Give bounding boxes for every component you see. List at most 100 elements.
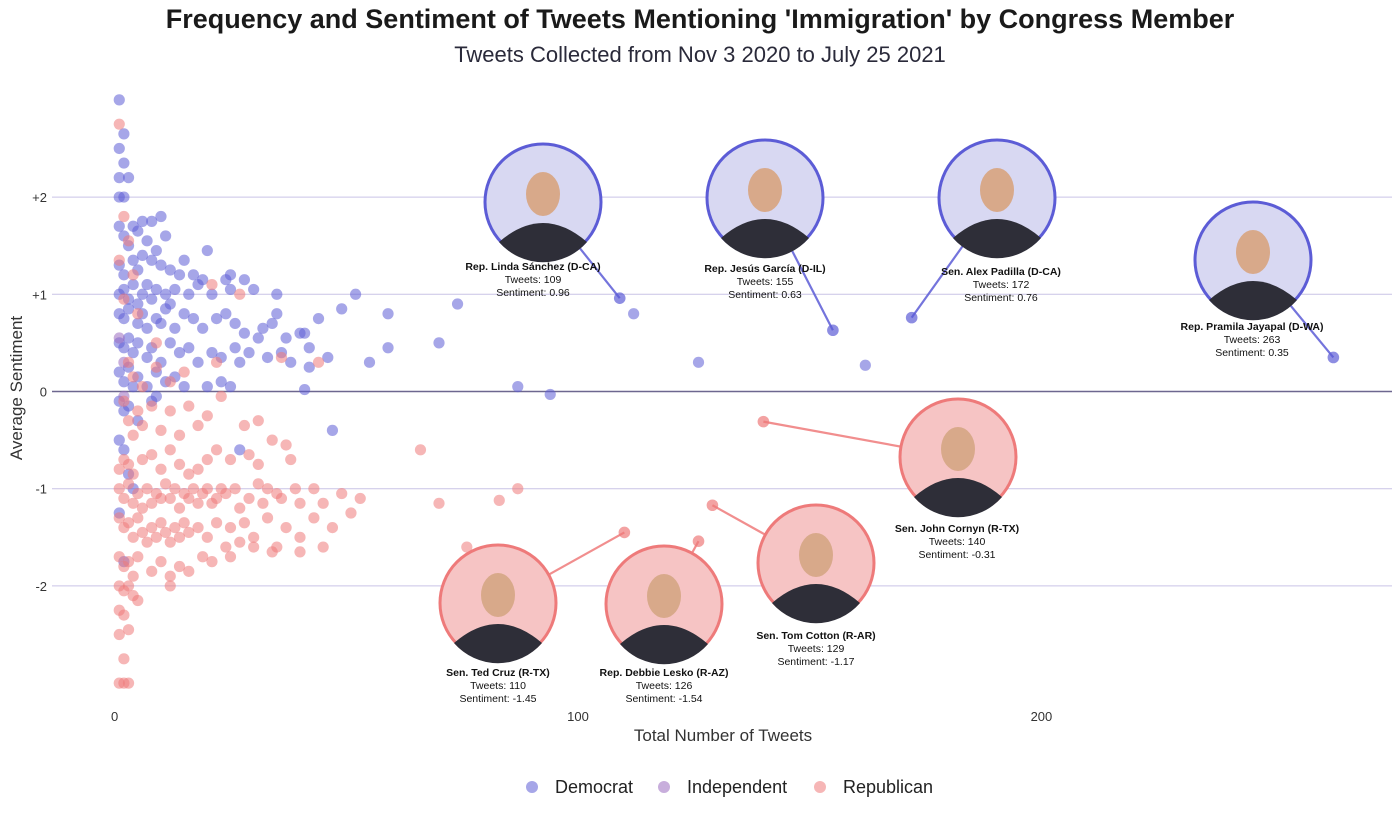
data-point xyxy=(183,400,195,412)
data-point xyxy=(248,283,260,296)
data-point xyxy=(118,269,130,281)
data-point xyxy=(178,254,190,266)
data-point xyxy=(414,444,427,456)
callout-sentiment: Sentiment: -1.54 xyxy=(625,693,702,705)
data-point xyxy=(183,468,195,480)
data-point xyxy=(299,327,311,339)
data-point xyxy=(285,356,297,368)
data-point xyxy=(173,347,186,359)
data-point xyxy=(238,327,250,339)
data-point xyxy=(122,235,135,247)
callout-sentiment: Sentiment: -1.17 xyxy=(777,656,854,668)
data-point xyxy=(141,278,153,291)
data-point xyxy=(238,419,250,432)
portrait-face xyxy=(647,574,681,618)
data-point xyxy=(178,381,190,393)
data-point xyxy=(252,415,264,427)
data-point xyxy=(628,308,640,320)
portrait-face xyxy=(1236,230,1270,274)
data-point xyxy=(118,492,130,505)
portrait-shoulders xyxy=(499,223,587,263)
data-point xyxy=(257,322,269,334)
callout-tweets: Tweets: 110 xyxy=(470,680,526,692)
grid-lines xyxy=(52,196,1392,587)
portrait-face xyxy=(748,168,782,212)
data-point xyxy=(141,322,153,334)
data-point xyxy=(192,497,204,509)
data-point xyxy=(118,376,130,388)
callout-tweets: Tweets: 126 xyxy=(636,680,693,692)
callout: Sen. Ted Cruz (R-TX)Tweets: 110Sentiment… xyxy=(438,526,631,705)
data-point xyxy=(289,483,301,495)
callout-name: Sen. Ted Cruz (R-TX) xyxy=(446,667,550,679)
data-point xyxy=(136,215,149,227)
data-point xyxy=(248,531,260,543)
portrait-shoulders xyxy=(1209,281,1297,321)
legend-item: Republican xyxy=(814,777,933,797)
callouts: Rep. Linda Sánchez (D-CA)Tweets: 109Sent… xyxy=(438,138,1340,705)
data-point xyxy=(127,429,139,441)
data-point xyxy=(220,541,232,553)
callout-point xyxy=(827,324,839,337)
data-point xyxy=(136,381,149,393)
data-point xyxy=(192,463,204,475)
data-point xyxy=(164,264,176,276)
data-point xyxy=(336,303,348,315)
data-point xyxy=(210,444,223,456)
data-point xyxy=(113,172,125,184)
y-axis-title: Average Sentiment xyxy=(7,316,26,461)
data-point xyxy=(173,269,186,281)
data-point xyxy=(122,332,135,344)
callout-name: Rep. Linda Sánchez (D-CA) xyxy=(465,261,600,273)
data-point xyxy=(113,628,125,641)
data-point xyxy=(201,531,213,543)
y-tick-label: 0 xyxy=(40,385,47,400)
data-point xyxy=(238,517,250,529)
data-point xyxy=(160,288,172,300)
data-point xyxy=(118,157,130,169)
portrait-face xyxy=(526,172,560,216)
data-point xyxy=(178,308,190,320)
data-point xyxy=(382,308,394,320)
data-point xyxy=(122,172,135,184)
data-point xyxy=(132,512,144,524)
data-point xyxy=(187,269,200,281)
data-point xyxy=(234,288,246,300)
callout-tweets: Tweets: 263 xyxy=(1224,334,1281,346)
callout: Sen. Alex Padilla (D-CA)Tweets: 172Senti… xyxy=(905,138,1061,324)
y-tick-label: +2 xyxy=(32,190,47,205)
data-point xyxy=(122,415,135,427)
data-point xyxy=(118,283,130,296)
data-point xyxy=(122,624,135,636)
data-point xyxy=(220,308,232,320)
callout-point xyxy=(692,535,705,548)
data-point xyxy=(132,594,144,607)
data-point xyxy=(169,483,181,495)
data-point xyxy=(493,494,505,506)
callout-point xyxy=(618,526,631,539)
data-point xyxy=(141,483,153,495)
data-point xyxy=(345,507,357,519)
data-point xyxy=(132,308,144,320)
data-point xyxy=(271,288,283,300)
callout-name: Sen. John Cornyn (R-TX) xyxy=(895,523,1019,535)
callout-name: Rep. Pramila Jayapal (D-WA) xyxy=(1181,321,1324,333)
data-point xyxy=(308,512,320,524)
data-point xyxy=(146,215,158,227)
data-point xyxy=(326,424,339,436)
data-point xyxy=(201,483,213,495)
data-point xyxy=(382,342,394,354)
data-point xyxy=(113,118,125,130)
data-point xyxy=(141,235,153,247)
data-point xyxy=(210,356,223,368)
data-point xyxy=(275,351,288,364)
callout-name: Sen. Alex Padilla (D-CA) xyxy=(941,266,1061,278)
data-point xyxy=(183,565,195,577)
legend-label: Independent xyxy=(687,777,787,797)
data-point xyxy=(118,342,130,354)
data-point xyxy=(160,526,172,539)
data-point xyxy=(234,356,246,368)
data-point xyxy=(132,487,144,500)
callout-sentiment: Sentiment: 0.63 xyxy=(728,289,802,301)
data-point xyxy=(113,142,125,155)
